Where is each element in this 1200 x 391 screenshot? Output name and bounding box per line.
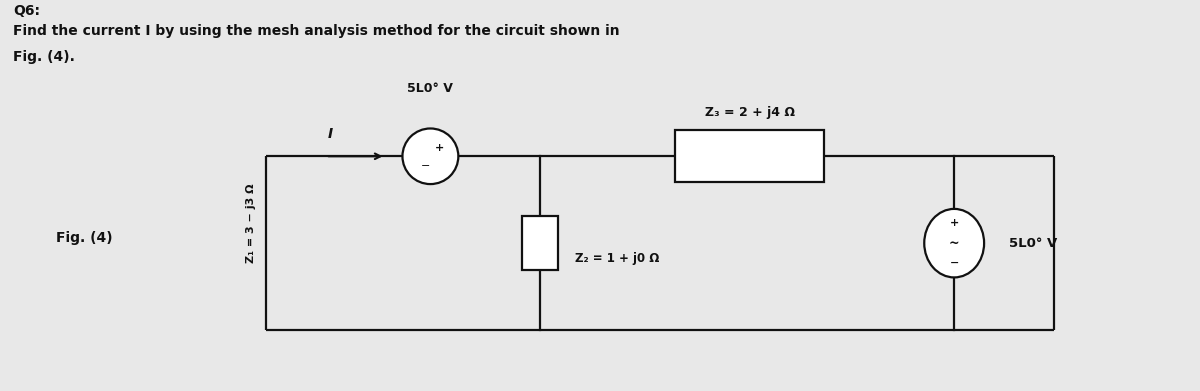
Text: Z₁ = 3 − j3 Ω: Z₁ = 3 − j3 Ω	[246, 183, 256, 263]
Text: Z₂ = 1 + j0 Ω: Z₂ = 1 + j0 Ω	[575, 251, 660, 265]
Bar	[674, 131, 824, 182]
Text: −: −	[421, 161, 430, 171]
Text: Q6:: Q6:	[13, 4, 41, 18]
Text: Fig. (4): Fig. (4)	[56, 231, 113, 245]
Text: ~: ~	[949, 237, 960, 250]
Text: 5L0° V: 5L0° V	[1009, 237, 1057, 250]
Text: I: I	[328, 127, 334, 142]
Text: +: +	[949, 218, 959, 228]
Text: Find the current I by using the mesh analysis method for the circuit shown in: Find the current I by using the mesh ana…	[13, 24, 620, 38]
Circle shape	[402, 129, 458, 184]
Text: +: +	[434, 143, 444, 153]
Text: Fig. (4).: Fig. (4).	[13, 50, 76, 64]
Text: Z₃ = 2 + j4 Ω: Z₃ = 2 + j4 Ω	[704, 106, 794, 118]
Text: −: −	[949, 258, 959, 268]
Ellipse shape	[924, 209, 984, 277]
Bar	[522, 216, 558, 271]
Text: 5L0° V: 5L0° V	[408, 82, 454, 95]
